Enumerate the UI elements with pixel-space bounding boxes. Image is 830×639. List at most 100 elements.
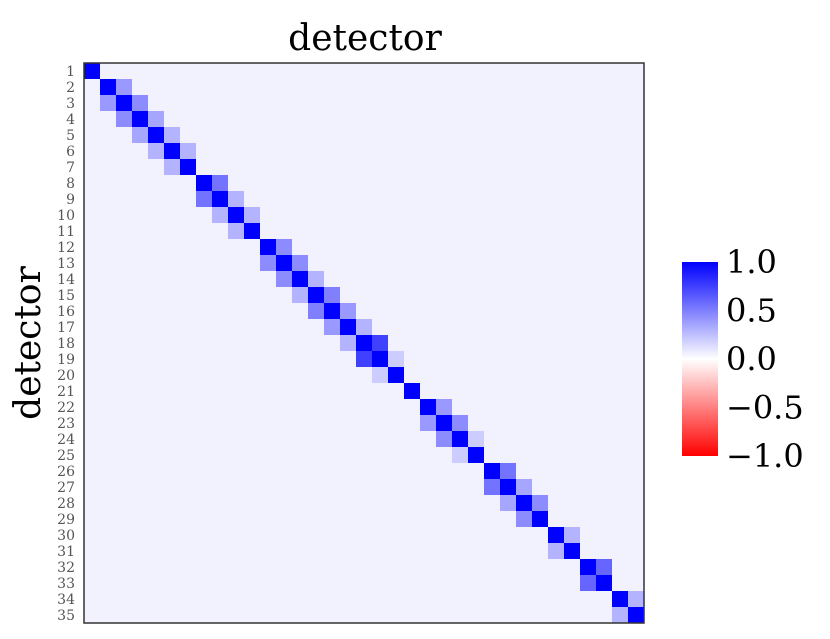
heatmap-cell	[276, 239, 293, 256]
heatmap-cell	[100, 319, 117, 336]
heatmap-cell	[180, 95, 197, 112]
heatmap-cell	[324, 207, 341, 224]
heatmap-cell	[580, 575, 597, 592]
heatmap-cell	[484, 303, 501, 320]
heatmap-cell	[228, 383, 245, 400]
heatmap-cell	[260, 335, 277, 352]
heatmap-cell	[340, 239, 357, 256]
heatmap-cell	[580, 527, 597, 544]
heatmap-cell	[196, 79, 213, 96]
heatmap-cell	[532, 287, 549, 304]
heatmap-cell	[356, 271, 373, 288]
heatmap-cell	[244, 383, 261, 400]
heatmap-cell	[212, 319, 229, 336]
heatmap-cell	[196, 159, 213, 176]
heatmap-cell	[500, 95, 517, 112]
heatmap-cell	[452, 223, 469, 240]
heatmap-cell	[100, 127, 117, 144]
heatmap-cell	[516, 479, 533, 496]
heatmap-cell	[308, 127, 325, 144]
heatmap-cell	[324, 111, 341, 128]
heatmap-cell	[548, 255, 565, 272]
heatmap-cell	[116, 335, 133, 352]
heatmap-cell	[292, 79, 309, 96]
heatmap-cell	[468, 239, 485, 256]
heatmap-cell	[340, 79, 357, 96]
heatmap-cell	[388, 383, 405, 400]
heatmap-cell	[100, 575, 117, 592]
heatmap-cell	[180, 463, 197, 480]
heatmap-cell	[276, 607, 293, 624]
heatmap-cell	[244, 543, 261, 560]
heatmap-cell	[148, 543, 165, 560]
heatmap-cell	[500, 223, 517, 240]
heatmap-cell	[500, 479, 517, 496]
heatmap-cell	[436, 111, 453, 128]
heatmap-cell	[196, 191, 213, 208]
heatmap-cell	[372, 511, 389, 528]
heatmap-cell	[564, 575, 581, 592]
heatmap-cell	[244, 607, 261, 624]
heatmap-cell	[564, 543, 581, 560]
y-tick-label: 12	[57, 240, 75, 256]
heatmap-cell	[516, 495, 533, 512]
heatmap-cell	[132, 271, 149, 288]
heatmap-cell	[404, 127, 421, 144]
heatmap-cell	[420, 415, 437, 432]
heatmap-cell	[228, 431, 245, 448]
heatmap-cell	[132, 239, 149, 256]
heatmap-cell	[548, 367, 565, 384]
heatmap-cell	[308, 351, 325, 368]
heatmap-cell	[324, 335, 341, 352]
heatmap-cell	[436, 255, 453, 272]
heatmap-cell	[580, 463, 597, 480]
heatmap-cell	[180, 351, 197, 368]
heatmap-cell	[260, 415, 277, 432]
heatmap-cell	[564, 607, 581, 624]
heatmap-cell	[596, 79, 613, 96]
heatmap-cell	[612, 239, 629, 256]
heatmap-cell	[100, 511, 117, 528]
heatmap-cell	[580, 447, 597, 464]
heatmap-cell	[372, 575, 389, 592]
heatmap-cell	[388, 479, 405, 496]
heatmap-cell	[308, 511, 325, 528]
heatmap-cell	[564, 399, 581, 416]
heatmap-cell	[388, 591, 405, 608]
heatmap-cell	[580, 271, 597, 288]
heatmap-cell	[532, 191, 549, 208]
heatmap-cell	[420, 287, 437, 304]
heatmap-cell	[484, 159, 501, 176]
heatmap-cell	[276, 143, 293, 160]
heatmap-cell	[244, 255, 261, 272]
heatmap-cell	[436, 95, 453, 112]
heatmap-cell	[404, 351, 421, 368]
heatmap-cell	[420, 63, 437, 80]
heatmap-cell	[228, 591, 245, 608]
heatmap-cell	[212, 95, 229, 112]
heatmap-cell	[420, 143, 437, 160]
heatmap-cell	[116, 495, 133, 512]
heatmap-cell	[468, 271, 485, 288]
heatmap-cell	[276, 399, 293, 416]
heatmap-cell	[132, 511, 149, 528]
heatmap-cell	[324, 175, 341, 192]
heatmap-cell	[148, 575, 165, 592]
heatmap-cell	[180, 447, 197, 464]
heatmap-cell	[212, 63, 229, 80]
heatmap-cell	[436, 367, 453, 384]
heatmap-cell	[372, 383, 389, 400]
heatmap-cell	[548, 351, 565, 368]
heatmap-cell	[132, 575, 149, 592]
y-tick-label: 31	[57, 544, 75, 560]
y-tick-label: 21	[57, 384, 75, 400]
heatmap-cell	[564, 127, 581, 144]
heatmap-cell	[388, 79, 405, 96]
heatmap-cell	[212, 495, 229, 512]
heatmap-cell	[580, 495, 597, 512]
heatmap-cell	[148, 527, 165, 544]
heatmap-cell	[100, 207, 117, 224]
heatmap-cell	[500, 415, 517, 432]
heatmap-cell	[180, 383, 197, 400]
heatmap-cell	[196, 591, 213, 608]
